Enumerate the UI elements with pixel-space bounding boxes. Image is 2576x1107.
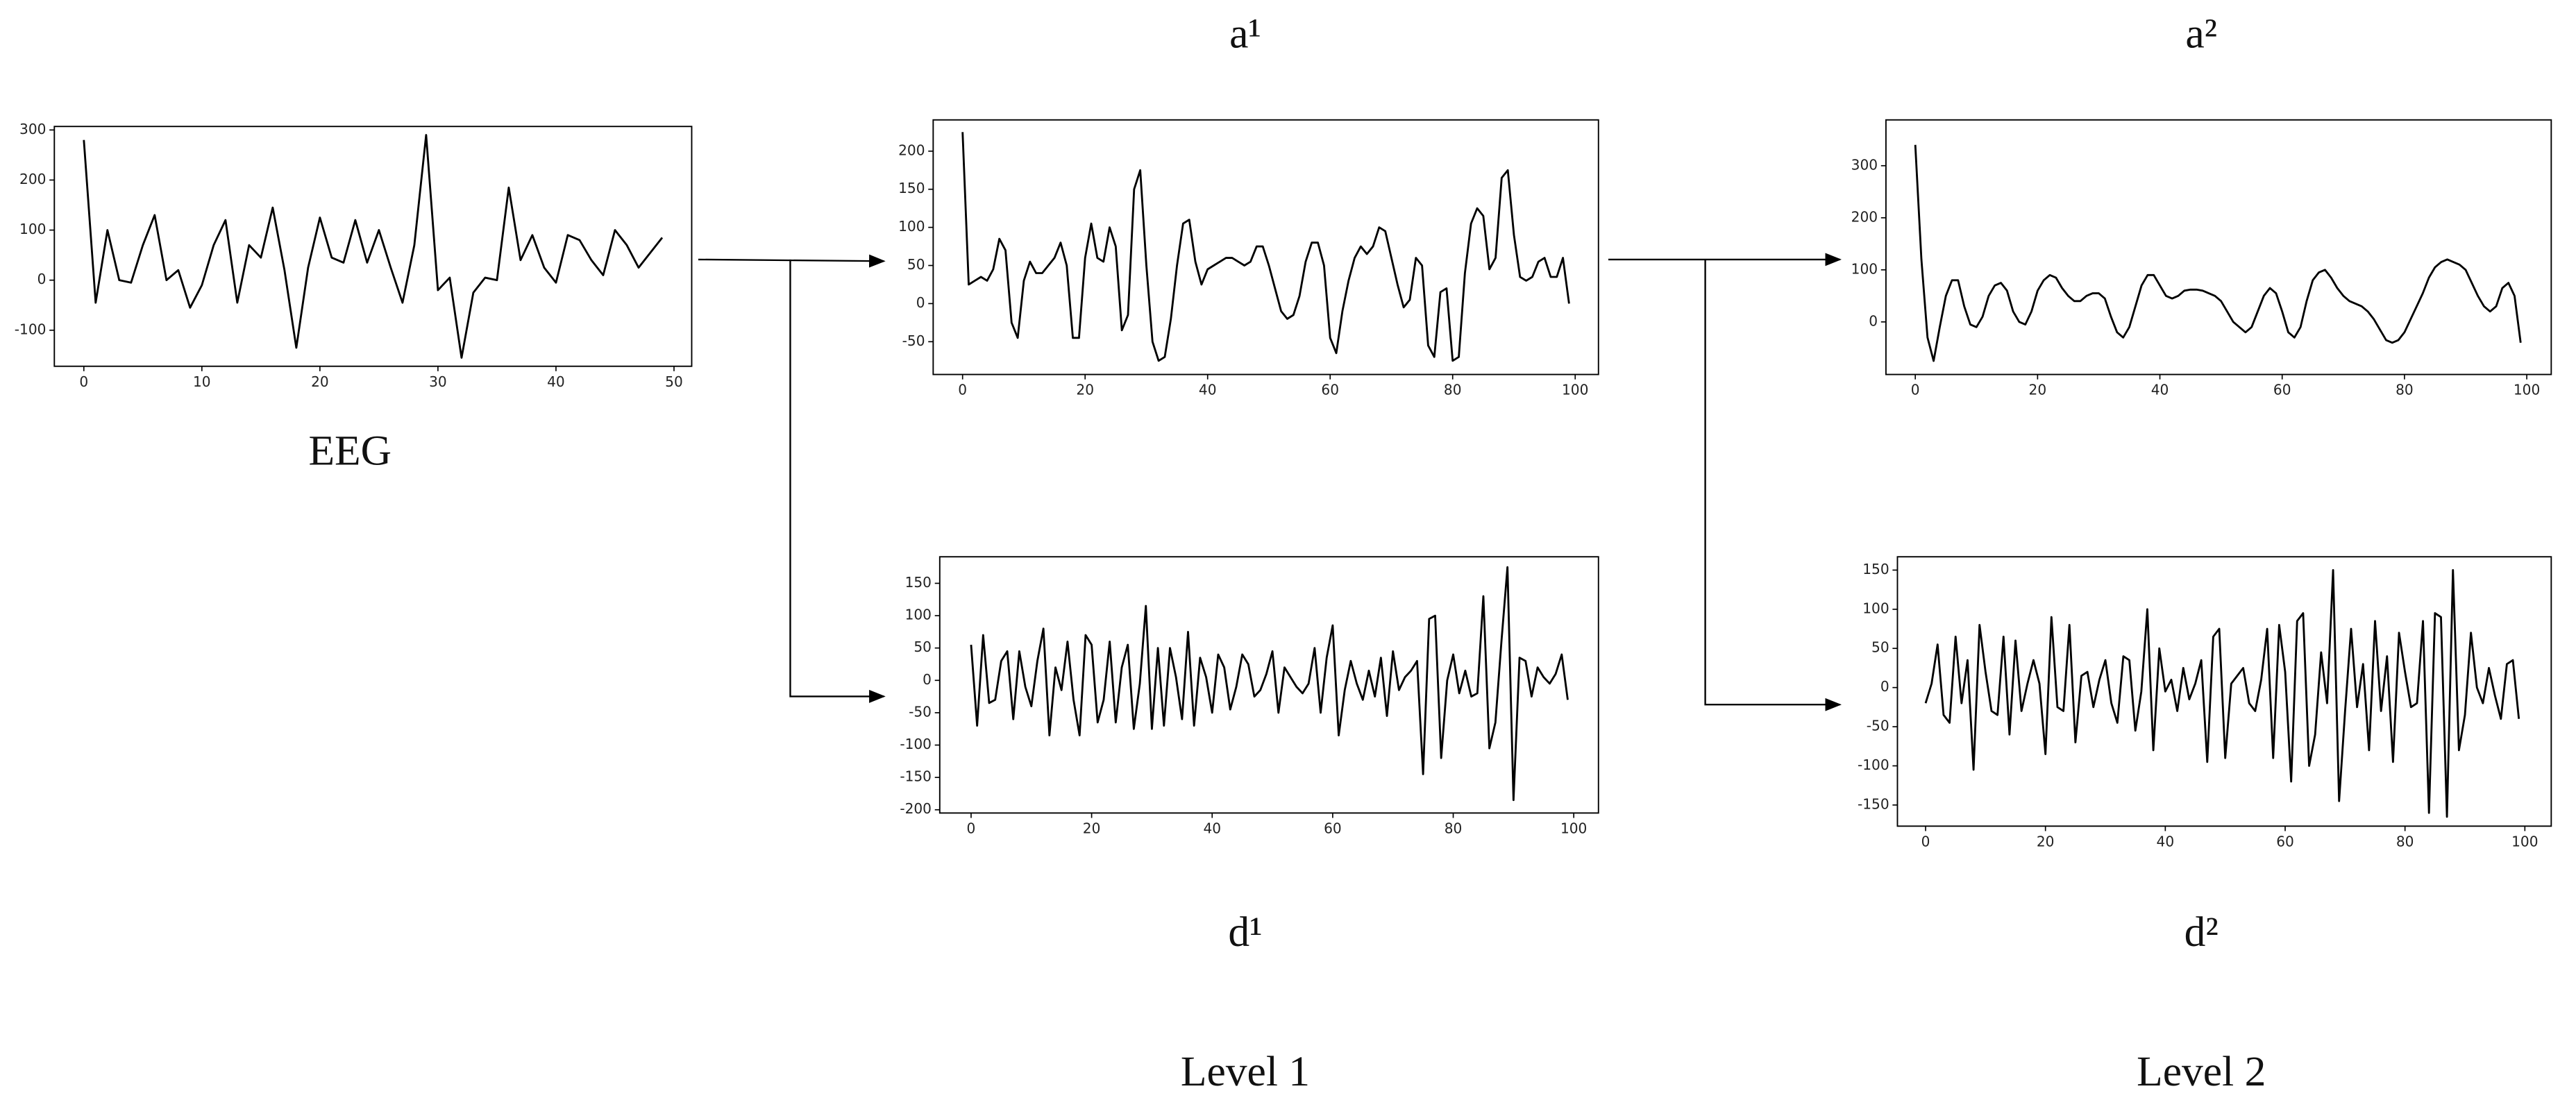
y-tick-label: 0 (923, 671, 932, 688)
y-tick-label: 100 (1862, 600, 1889, 616)
chart-title: a² (2185, 10, 2217, 58)
x-tick-label: 40 (2157, 833, 2175, 850)
chart-title: d¹ (1228, 909, 1262, 956)
y-tick-label: 150 (1862, 561, 1889, 577)
y-tick-label: -200 (900, 800, 932, 817)
level-label: Level 2 (2137, 1048, 2266, 1095)
signal-line (961, 132, 1570, 362)
y-tick-label: -50 (909, 703, 932, 720)
x-tick-label: 80 (1444, 382, 1462, 398)
y-tick-label: 150 (905, 574, 932, 591)
y-tick-label: 0 (916, 294, 925, 311)
plot-frame (1885, 119, 2552, 375)
x-tick-label: 20 (1083, 820, 1101, 837)
y-tick-label: 50 (1871, 639, 1889, 656)
x-tick-label: 60 (1321, 382, 1339, 398)
x-tick-label: 60 (2273, 382, 2291, 398)
y-tick-label: 150 (898, 180, 925, 196)
arrow (789, 259, 886, 703)
y-tick-label: 50 (907, 256, 925, 273)
x-tick-label: 40 (1199, 382, 1217, 398)
y-tick-label: 0 (1869, 312, 1878, 329)
y-tick-label: -50 (902, 332, 925, 349)
y-tick-label: 200 (898, 142, 925, 158)
signal-line (83, 134, 664, 359)
x-tick-label: 100 (1562, 382, 1588, 398)
x-tick-label: 100 (2514, 382, 2540, 398)
x-tick-label: 0 (79, 373, 88, 390)
x-tick-label: 80 (2396, 382, 2414, 398)
y-tick-label: 200 (1851, 208, 1878, 225)
x-tick-label: 40 (1203, 820, 1221, 837)
y-tick-label: 100 (898, 218, 925, 235)
y-tick-label: -100 (1858, 757, 1889, 773)
y-tick-label: -100 (900, 736, 932, 752)
x-tick-label: 20 (2037, 833, 2055, 850)
x-tick-label: 100 (1560, 820, 1587, 837)
y-tick-label: 0 (37, 271, 47, 287)
y-tick-label: -150 (900, 768, 932, 785)
y-tick-label: 50 (914, 639, 932, 655)
x-tick-label: 80 (1445, 820, 1463, 837)
signal-line (970, 566, 1569, 802)
y-tick-label: 100 (905, 607, 932, 623)
y-tick-label: 100 (19, 221, 46, 237)
chart-title: EEG (308, 428, 392, 475)
chart-title: a¹ (1229, 10, 1261, 58)
x-tick-label: 40 (2151, 382, 2169, 398)
x-tick-label: 20 (311, 373, 329, 390)
y-tick-label: 100 (1851, 260, 1878, 277)
y-tick-label: 300 (1851, 156, 1878, 173)
plot-frame (932, 119, 1599, 375)
x-tick-label: 20 (1076, 382, 1094, 398)
x-tick-label: 50 (665, 373, 683, 390)
y-tick-label: -100 (15, 321, 47, 337)
x-tick-label: 0 (967, 820, 976, 837)
signal-line (1914, 144, 2522, 362)
x-tick-label: 10 (193, 373, 211, 390)
x-tick-label: 100 (2511, 833, 2538, 850)
x-tick-label: 40 (547, 373, 565, 390)
arrow (1704, 259, 1842, 711)
x-tick-label: 60 (2276, 833, 2294, 850)
y-tick-label: -50 (1867, 718, 1889, 734)
y-tick-label: 0 (1880, 678, 1889, 695)
chart-title: d² (2184, 909, 2219, 956)
x-tick-label: 60 (1324, 820, 1342, 837)
y-tick-label: 300 (19, 121, 46, 137)
plot-frame (938, 556, 1599, 814)
signal-line (1924, 568, 2520, 818)
y-tick-label: -150 (1858, 795, 1889, 812)
x-tick-label: 0 (1921, 833, 1930, 850)
x-tick-label: 20 (2029, 382, 2047, 398)
x-tick-label: 30 (429, 373, 447, 390)
y-tick-label: 200 (19, 171, 46, 187)
x-tick-label: 0 (1911, 382, 1920, 398)
x-tick-label: 80 (2396, 833, 2414, 850)
x-tick-label: 0 (958, 382, 967, 398)
level-label: Level 1 (1181, 1048, 1310, 1095)
